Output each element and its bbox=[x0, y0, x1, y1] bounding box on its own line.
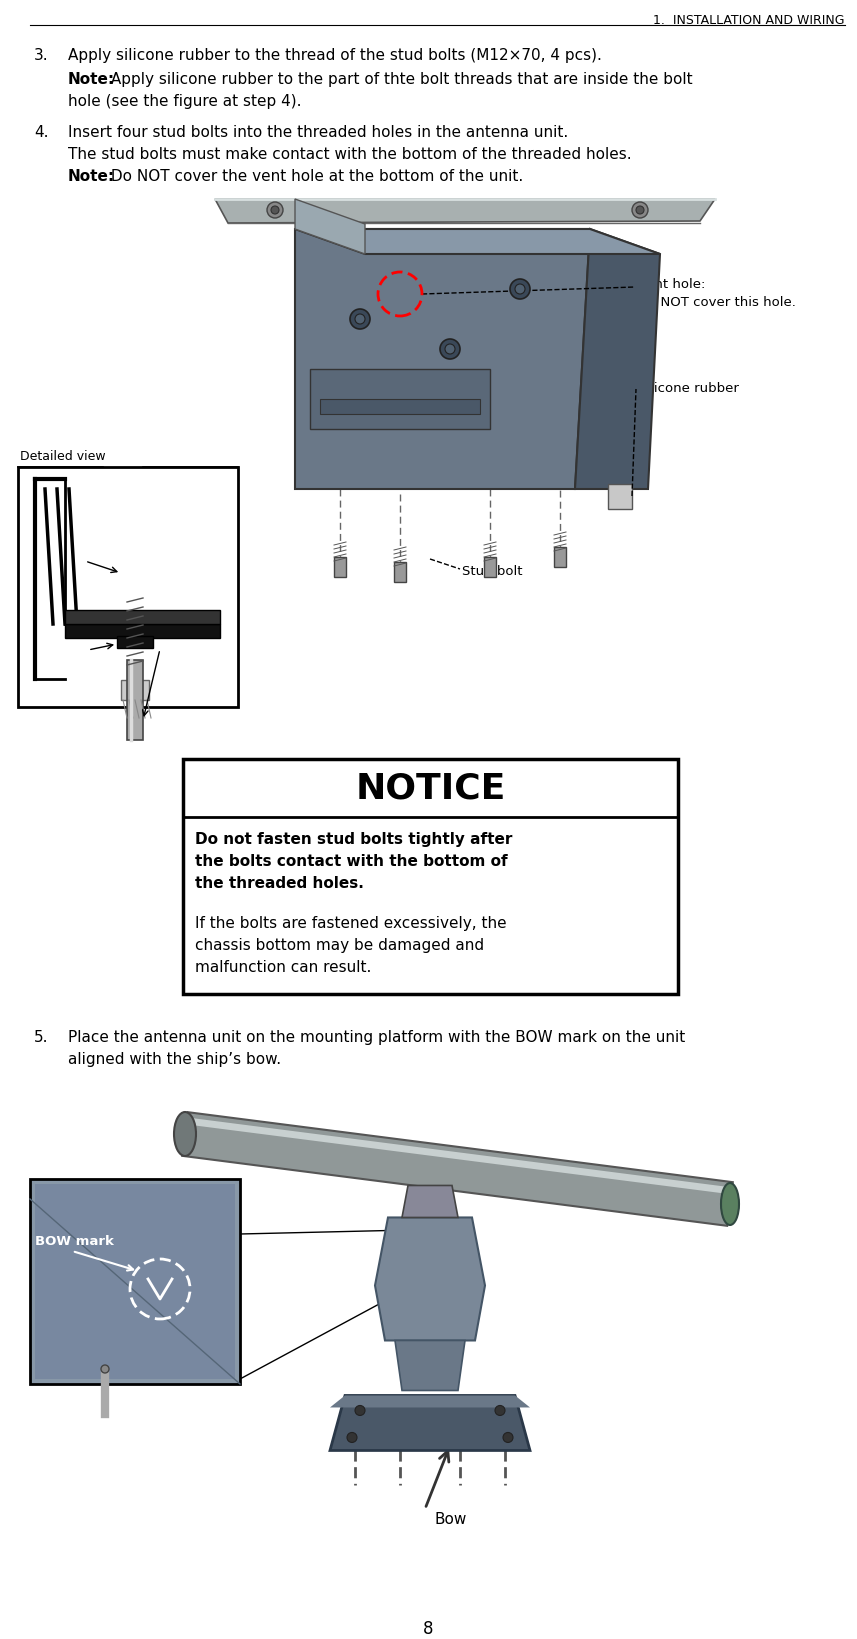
Text: 1.  INSTALLATION AND WIRING: 1. INSTALLATION AND WIRING bbox=[654, 15, 845, 26]
Text: 4.: 4. bbox=[34, 125, 49, 139]
Polygon shape bbox=[330, 1396, 530, 1408]
Text: Insert four stud bolts into the threaded holes in the antenna unit.: Insert four stud bolts into the threaded… bbox=[68, 125, 568, 139]
Bar bbox=[310, 370, 490, 429]
Circle shape bbox=[355, 1406, 365, 1416]
Text: The stud bolts must make contact with the bottom of the threaded holes.: The stud bolts must make contact with th… bbox=[68, 148, 632, 162]
Text: Apply silicone rubber to the thread of the stud bolts (M12×70, 4 pcs).: Apply silicone rubber to the thread of t… bbox=[68, 48, 602, 62]
Polygon shape bbox=[295, 229, 590, 490]
Circle shape bbox=[503, 1432, 513, 1442]
Polygon shape bbox=[395, 1341, 465, 1390]
Text: NOTICE: NOTICE bbox=[356, 772, 506, 805]
Circle shape bbox=[632, 203, 648, 220]
Bar bbox=[65, 624, 220, 639]
Text: Corrosion-proof
rubber pad: Corrosion-proof rubber pad bbox=[20, 644, 117, 672]
Text: the bolts contact with the bottom of: the bolts contact with the bottom of bbox=[195, 854, 507, 869]
Text: Vent hole:: Vent hole: bbox=[638, 279, 705, 290]
Polygon shape bbox=[295, 200, 365, 254]
Text: aligned with the ship’s bow.: aligned with the ship’s bow. bbox=[68, 1051, 281, 1067]
Bar bbox=[65, 611, 220, 624]
Text: the threaded holes.: the threaded holes. bbox=[195, 875, 364, 890]
Text: Note:: Note: bbox=[68, 72, 115, 87]
Text: malfunction can result.: malfunction can result. bbox=[195, 959, 371, 975]
Polygon shape bbox=[330, 1396, 530, 1451]
Bar bbox=[35, 1185, 235, 1378]
Circle shape bbox=[267, 203, 283, 220]
Text: Place the antenna unit on the mounting platform with the BOW mark on the unit: Place the antenna unit on the mounting p… bbox=[68, 1029, 686, 1044]
Bar bbox=[117, 636, 153, 649]
Text: 3.: 3. bbox=[34, 48, 49, 62]
Ellipse shape bbox=[721, 1183, 739, 1226]
Text: Apply silicone rubber to the part of thte bolt threads that are inside the bolt: Apply silicone rubber to the part of tht… bbox=[106, 72, 692, 87]
Polygon shape bbox=[575, 229, 660, 490]
Ellipse shape bbox=[174, 1113, 196, 1155]
Text: Do NOT cover the vent hole at the bottom of the unit.: Do NOT cover the vent hole at the bottom… bbox=[106, 169, 524, 184]
FancyBboxPatch shape bbox=[484, 557, 496, 577]
Text: Bow: Bow bbox=[435, 1511, 467, 1526]
FancyBboxPatch shape bbox=[554, 547, 566, 567]
Circle shape bbox=[347, 1432, 357, 1442]
Text: BOW mark: BOW mark bbox=[35, 1234, 114, 1247]
Text: Silicone rubber: Silicone rubber bbox=[638, 382, 739, 395]
Circle shape bbox=[495, 1406, 505, 1416]
FancyBboxPatch shape bbox=[334, 557, 346, 577]
Text: Stud bolt: Stud bolt bbox=[462, 565, 523, 577]
Bar bbox=[30, 1180, 240, 1385]
Polygon shape bbox=[375, 1218, 485, 1341]
Text: Do NOT cover this hole.: Do NOT cover this hole. bbox=[638, 295, 796, 308]
Text: If the bolts are fastened excessively, the: If the bolts are fastened excessively, t… bbox=[195, 916, 506, 931]
Text: Note:: Note: bbox=[68, 169, 115, 184]
Text: 8: 8 bbox=[423, 1619, 434, 1637]
Circle shape bbox=[445, 344, 455, 354]
Circle shape bbox=[350, 310, 370, 329]
Polygon shape bbox=[402, 1185, 458, 1218]
Circle shape bbox=[101, 1365, 109, 1373]
Bar bbox=[320, 400, 480, 415]
Text: Detailed view: Detailed view bbox=[20, 449, 105, 462]
Circle shape bbox=[271, 207, 279, 215]
Text: Stud bolt: Stud bolt bbox=[160, 644, 217, 657]
Circle shape bbox=[510, 280, 530, 300]
Polygon shape bbox=[183, 1113, 733, 1226]
Text: hole (see the figure at step 4).: hole (see the figure at step 4). bbox=[68, 93, 302, 108]
Text: chassis bottom may be damaged and: chassis bottom may be damaged and bbox=[195, 938, 484, 952]
Bar bbox=[121, 680, 149, 700]
Text: 5.: 5. bbox=[34, 1029, 49, 1044]
Polygon shape bbox=[608, 485, 632, 510]
Polygon shape bbox=[295, 229, 660, 254]
Bar bbox=[18, 467, 238, 708]
Circle shape bbox=[636, 207, 644, 215]
Bar bbox=[183, 759, 678, 995]
Circle shape bbox=[440, 339, 460, 361]
Polygon shape bbox=[215, 200, 715, 225]
Circle shape bbox=[515, 285, 525, 295]
FancyBboxPatch shape bbox=[127, 661, 143, 741]
Text: Silicone
rubber: Silicone rubber bbox=[20, 554, 69, 582]
FancyBboxPatch shape bbox=[394, 562, 406, 582]
Text: Do not fasten stud bolts tightly after: Do not fasten stud bolts tightly after bbox=[195, 831, 512, 846]
Circle shape bbox=[355, 315, 365, 325]
